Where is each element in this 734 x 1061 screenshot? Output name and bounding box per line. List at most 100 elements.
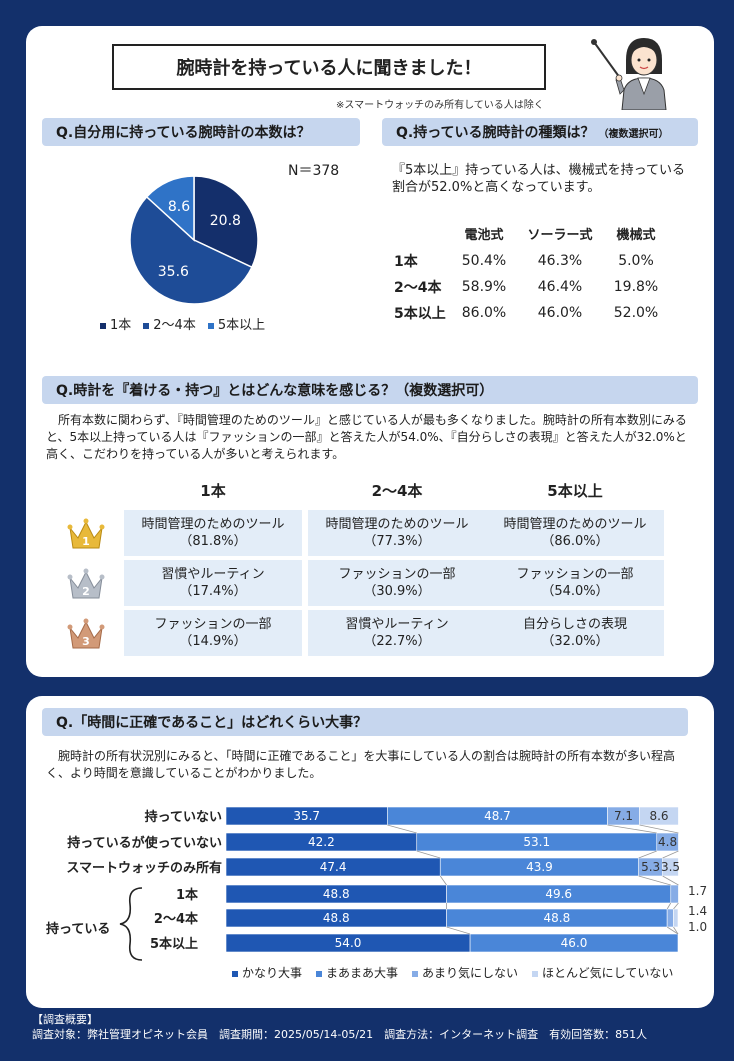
bar-segment [670,884,679,904]
survey-summary-heading: 【調査概要】 [32,1013,98,1026]
bar-data-label: 1.7 [688,884,707,898]
pie-slice-3 [145,175,195,242]
rank-col-1: 1本 [200,482,226,500]
silver-crown-icon: 2 [67,568,105,599]
gold-crown-icon: 1 [67,518,105,549]
q3-title: Q.時計を『着ける・持つ』とはどんな意味を感じる？（複数選択可） [42,376,698,404]
q1-title: Q.自分用に持っている腕時計の本数は？ [42,118,360,146]
bar-segment [673,908,679,928]
bar-data-label: 1.4 [688,904,707,918]
bar-data-label: 7.1 [614,809,633,823]
bar-data-label: 48.8 [323,911,350,925]
bar-connector-line [673,902,679,910]
teacher-illustration-icon [591,38,667,110]
bar-data-label: 47.4 [320,860,347,874]
rank-cell: ファッションの一部 （54.0%） [486,560,664,606]
pie-legend: 1本 2～4本 5本以上 [100,314,265,333]
bar-segment [656,832,679,852]
bar-data-label: 48.8 [323,887,350,901]
bar-legend-item-4: ほとんど気にしていない [532,964,673,981]
rank-cell: 時間管理のためのツール （81.8%） [124,510,302,556]
page-title: 腕時計を持っている人に聞きました！ [112,44,546,90]
bar-connector-line [416,850,441,859]
rank-col-2: 2～4本 [371,482,423,500]
pie-legend-item-3: 5本以上 [207,314,265,333]
bar-connector-line [673,926,679,935]
rank-cell: 時間管理のためのツール （86.0%） [486,510,664,556]
rank-cell: 習慣やルーティン （17.4%） [124,560,302,606]
bar-data-label: 5.3 [641,860,660,874]
ownership-pie-chart: 20.8 35.6 8.6 [129,175,259,305]
bar-data-label: 53.1 [523,835,550,849]
bar-category-label: 2～4本 [153,912,198,927]
bar-segment [666,908,674,928]
bar-category-label: 5本以上 [149,937,198,952]
bar-legend-item-1: かなり大事 [232,964,302,981]
pie-legend-item-2: 2～4本 [143,314,196,333]
rank-1-number: 1 [82,535,90,548]
importance-stacked-bar-chart: 35.7 48.7 7.1 8.6 42.2 53.1 4.8 47.4 43.9 5.3 3.5 4… [225,806,707,953]
bar-segment [662,857,679,877]
q2-description: 『5本以上』持っている人は、機械式を持っている割合が52.0%と高くなっています… [392,163,685,195]
bar-data-label: 4.8 [658,835,677,849]
type-col-battery: 電池式 [464,227,504,243]
bar-segment [639,806,679,826]
q2-title-note: （複数選択可） [598,128,669,140]
bar-connector-line [662,875,679,886]
table-row: 2～4本 58.9% 46.4% 19.8% [394,279,659,296]
rank-cell: 習慣やルーティン （22.7%） [308,610,486,656]
bar-legend-item-3: あまり気にしない [412,964,518,981]
top-panel: 腕時計を持っている人に聞きました！ ※スマートウォッチのみ所有している人は除く … [26,26,714,677]
bar-category-label: 1本 [175,888,198,903]
q2-title-text: Q.持っている腕時計の種類は？ [396,125,595,141]
rank-3-number: 3 [82,635,90,648]
rank-2-number: 2 [82,585,90,598]
pie-slice-1 [193,175,259,269]
type-col-mechanical: 機械式 [616,227,656,243]
rank-cell: ファッションの一部 （14.9%） [124,610,302,656]
table-row: 5本以上 86.0% 46.0% 52.0% [394,305,659,322]
pie-label-3: 8.6 [168,199,190,215]
group-label-owning: 持っている [46,922,111,937]
survey-summary: 【調査概要】 調査対象：弊社管理オピネット会員 調査期間：2025/05/14-… [32,1012,647,1042]
bar-data-label: 49.6 [545,887,572,901]
bar-data-label: 3.5 [661,860,680,874]
type-col-solar: ソーラー式 [527,227,593,243]
bar-connector-line [439,875,447,886]
pie-label-2: 35.6 [158,264,189,280]
q3-description: 所有本数に関わらず、『時間管理のためのツール』と感じている人が最も多くなりました… [46,413,687,461]
bar-data-label: 48.8 [544,911,571,925]
table-row: 1本 50.4% 46.3% 5.0% [394,253,654,270]
bar-data-label: 1.0 [688,920,707,934]
bar-data-label: 43.9 [526,860,553,874]
bar-connector-line [662,850,679,859]
bar-legend-item-2: まあまあ大事 [316,964,398,981]
bar-category-label: 持っているが使っていない [67,836,222,851]
bar-data-label: 8.6 [649,809,668,823]
rank-col-3: 5本以上 [547,482,603,500]
bar-category-label: スマートウォッチのみ所有 [66,861,222,876]
sample-size-label: N＝378 [288,163,340,179]
bar-category-label: 持っていない [144,810,222,825]
title-note: ※スマートウォッチのみ所有している人は除く [336,100,544,111]
q4-description: 腕時計の所有状況別にみると、「時間に正確であること」を大事にしている人の割合は腕… [46,749,676,780]
bar-legend: かなり大事 まあまあ大事 あまり気にしない ほとんど気にしていない [232,964,673,981]
group-brace-icon [119,887,143,961]
bar-connector-line [666,902,672,910]
bar-segment [469,933,679,953]
bar-connector-line [446,926,471,935]
rank-cell: 自分らしさの表現 （32.0%） [486,610,664,656]
bar-connector-line [638,850,657,859]
bronze-crown-icon: 3 [67,618,105,649]
bar-data-label: 42.2 [308,835,335,849]
rank-cell: ファッションの一部 （30.9%） [308,560,486,606]
bar-data-label: 46.0 [561,936,588,950]
pie-legend-item-1: 1本 [100,314,131,333]
q4-title: Q.「時間に正確であること」はどれくらい大事？ [42,708,688,736]
bar-data-label: 48.7 [484,809,511,823]
bar-data-label: 35.7 [293,809,320,823]
pie-slice-2 [129,195,253,305]
bar-connector-line [638,875,671,886]
pie-label-1: 20.8 [210,213,241,229]
bar-connector-line [387,824,417,834]
